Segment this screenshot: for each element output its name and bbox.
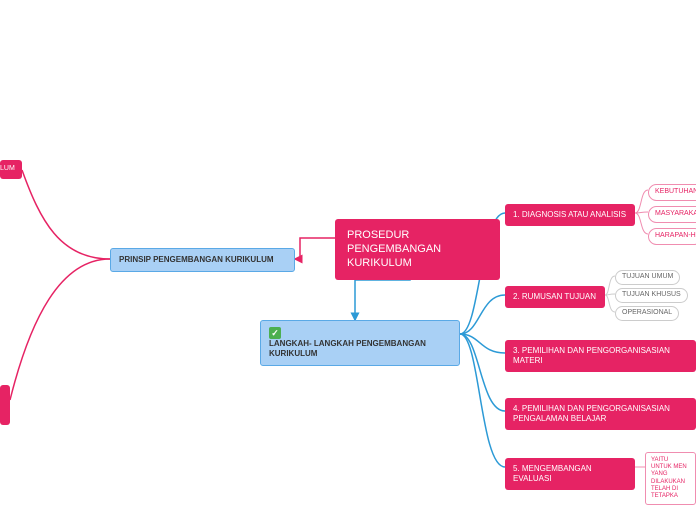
step1-node[interactable]: 1. DIAGNOSIS ATAU ANALISIS — [505, 204, 635, 226]
step2-child3[interactable]: OPERASIONAL — [615, 306, 679, 321]
step1-child1-label: KEBUTUHAN SIS — [655, 188, 696, 195]
step5-node[interactable]: 5. MENGEMBANGAN EVALUASI — [505, 458, 635, 490]
step4-node[interactable]: 4. PEMILIHAN DAN PENGORGANISASIAN PENGAL… — [505, 398, 696, 430]
conn-s1c3 — [635, 213, 648, 234]
step2-child3-label: OPERASIONAL — [622, 309, 672, 316]
central-node[interactable]: PROSEDUR PENGEMBANGAN KURIKULUM — [335, 219, 500, 280]
partial-top-label: LUM — [0, 165, 15, 172]
conn-s2c3 — [605, 295, 615, 312]
conn-central-prinsip — [295, 238, 335, 259]
langkah-label: LANGKAH- LANGKAH PENGEMBANGAN KURIKULUM — [269, 339, 444, 359]
step1-label: 1. DIAGNOSIS ATAU ANALISIS — [513, 210, 626, 219]
step5-label: 5. MENGEMBANGAN EVALUASI — [513, 464, 592, 483]
conn-step2 — [460, 295, 505, 334]
conn-s1c1 — [635, 190, 648, 213]
step3-node[interactable]: 3. PEMILIHAN DAN PENGORGANISASIAN MATERI — [505, 340, 696, 372]
langkah-node[interactable]: ✓LANGKAH- LANGKAH PENGEMBANGAN KURIKULUM — [260, 320, 460, 366]
conn-step4 — [460, 334, 505, 411]
step2-child2[interactable]: TUJUAN KHUSUS — [615, 288, 688, 303]
step2-child1[interactable]: TUJUAN UMUM — [615, 270, 680, 285]
step1-child1[interactable]: KEBUTUHAN SIS — [648, 184, 696, 201]
step1-child3[interactable]: HARAPAN-H — [648, 228, 696, 245]
step5-note[interactable]: YAITU UNTUK MEN YANG DILAKUKAN TELAH DI … — [645, 452, 696, 505]
check-icon: ✓ — [269, 327, 281, 339]
conn-step3 — [460, 334, 505, 353]
step1-child2-label: MASYARAKAT/I — [655, 210, 696, 217]
conn-prinsip-bottom — [10, 259, 110, 400]
partial-bottom-node — [0, 385, 10, 425]
step4-label: 4. PEMILIHAN DAN PENGORGANISASIAN PENGAL… — [513, 404, 670, 423]
step1-child2[interactable]: MASYARAKAT/I — [648, 206, 696, 223]
step2-child2-label: TUJUAN KHUSUS — [622, 291, 681, 298]
conn-prinsip-top — [22, 170, 110, 259]
prinsip-label: PRINSIP PENGEMBANGAN KURIKULUM — [119, 255, 274, 264]
step2-label: 2. RUMUSAN TUJUAN — [513, 292, 596, 301]
step5-note-label: YAITU UNTUK MEN YANG DILAKUKAN TELAH DI … — [651, 457, 687, 499]
conn-s2c2 — [605, 294, 615, 295]
step2-child1-label: TUJUAN UMUM — [622, 273, 673, 280]
conn-s1c2 — [635, 212, 648, 213]
conn-s2c1 — [605, 276, 615, 295]
step1-child3-label: HARAPAN-H — [655, 232, 696, 239]
prinsip-node[interactable]: PRINSIP PENGEMBANGAN KURIKULUM — [110, 248, 295, 272]
step3-label: 3. PEMILIHAN DAN PENGORGANISASIAN MATERI — [513, 346, 670, 365]
central-label: PROSEDUR PENGEMBANGAN KURIKULUM — [347, 229, 441, 269]
conn-step5 — [460, 334, 505, 467]
step2-node[interactable]: 2. RUMUSAN TUJUAN — [505, 286, 605, 308]
partial-top-node: LUM — [0, 160, 22, 179]
